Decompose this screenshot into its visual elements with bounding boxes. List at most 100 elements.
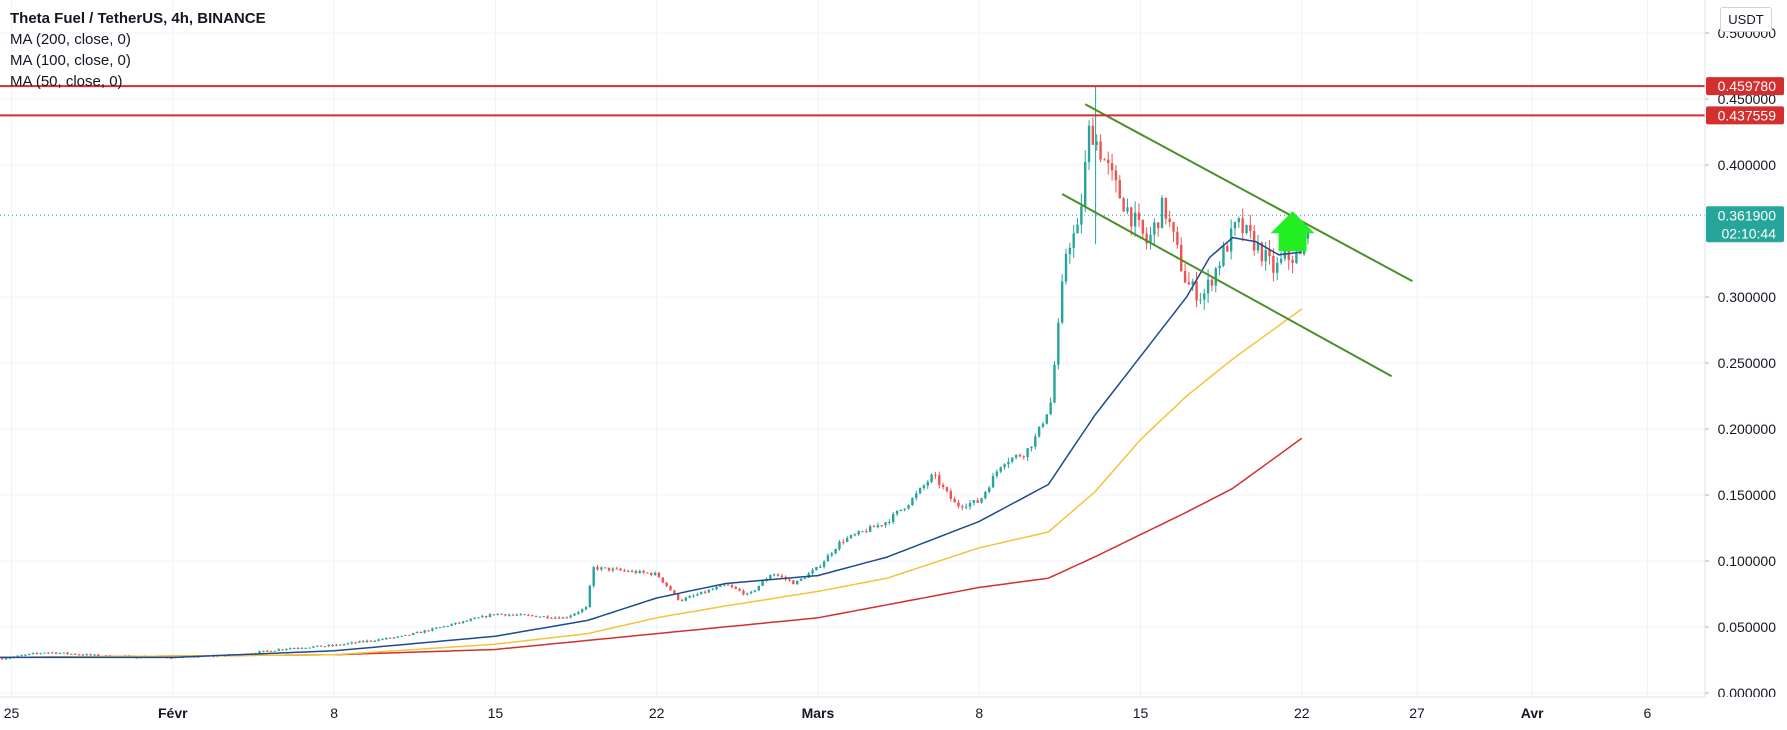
candle-body	[373, 640, 376, 642]
candle	[300, 646, 304, 650]
candle-body	[438, 627, 442, 629]
time-tick-label: Avr	[1521, 705, 1544, 721]
candle-body	[719, 585, 722, 587]
candle-body	[772, 574, 776, 576]
candle	[496, 613, 499, 616]
ma50-legend[interactable]: MA (50, close, 0)	[10, 73, 123, 90]
candle-body	[1295, 253, 1298, 263]
candle-body	[392, 637, 396, 639]
candle-body	[1306, 230, 1310, 239]
candle	[1130, 206, 1133, 236]
candle-body	[834, 549, 837, 554]
candle	[465, 619, 469, 622]
symbol-title[interactable]: Theta Fuel / TetherUS, 4h, BINANCE	[10, 10, 266, 27]
candle	[665, 582, 668, 588]
candle-body	[77, 654, 81, 656]
candle-body	[24, 654, 27, 656]
candle	[1011, 456, 1014, 464]
candle-body	[469, 619, 472, 621]
candle	[1233, 221, 1237, 237]
candle	[972, 499, 976, 506]
candle-body	[1279, 258, 1283, 263]
candle	[949, 488, 953, 502]
candle-body	[342, 644, 346, 646]
time-tick-label: 15	[488, 705, 504, 721]
candle-body	[170, 657, 173, 659]
candle-body	[623, 570, 626, 572]
candle-body	[1045, 414, 1049, 424]
candle	[1087, 120, 1091, 171]
candle	[607, 567, 611, 572]
candle-body	[941, 484, 945, 488]
candle-body	[1060, 281, 1064, 323]
candle	[1276, 256, 1279, 281]
candle-body	[1107, 159, 1110, 164]
candle-body	[627, 570, 630, 572]
candle	[734, 585, 737, 590]
candle	[676, 593, 680, 601]
candle	[296, 647, 300, 650]
candle-body	[1176, 231, 1179, 245]
candle	[1072, 225, 1075, 258]
candle-body	[500, 613, 503, 615]
candle-body	[650, 573, 653, 576]
candle	[880, 524, 883, 528]
candle-body	[930, 474, 933, 482]
candle-body	[580, 609, 584, 613]
ma200-legend[interactable]: MA (200, close, 0)	[10, 31, 131, 48]
candle	[1256, 234, 1260, 254]
currency-button[interactable]: USDT	[1720, 7, 1772, 32]
candle	[1045, 414, 1049, 425]
time-tick-label: 6	[1644, 705, 1652, 721]
candle-body	[550, 617, 553, 619]
candle	[1022, 455, 1025, 460]
candle	[435, 626, 438, 630]
candle-body	[362, 641, 365, 643]
candle-body	[788, 579, 791, 581]
candle	[638, 569, 641, 574]
candle-body	[461, 621, 465, 623]
candle	[1180, 237, 1183, 273]
candle	[1080, 193, 1083, 234]
candle	[385, 637, 388, 640]
candle	[857, 530, 860, 536]
candle-body	[953, 498, 956, 503]
candle-body	[723, 584, 726, 586]
candle-body	[565, 617, 568, 619]
candle	[507, 613, 511, 617]
candle	[1060, 273, 1064, 325]
candle	[312, 645, 315, 649]
candle	[1203, 288, 1206, 310]
candle	[611, 567, 615, 573]
candle-body	[396, 636, 400, 638]
candle	[1110, 153, 1114, 181]
candle	[868, 524, 872, 533]
candle-body	[903, 508, 906, 510]
ma100-legend[interactable]: MA (100, close, 0)	[10, 52, 131, 69]
candle-body	[796, 580, 799, 585]
candle	[815, 566, 818, 571]
candle	[1099, 134, 1102, 163]
candle	[262, 650, 265, 653]
candle-body	[1057, 322, 1060, 365]
candle	[872, 524, 876, 528]
candle-body	[335, 644, 338, 646]
candle-body	[323, 646, 327, 648]
candle	[538, 616, 542, 618]
candle-body	[1249, 224, 1252, 232]
candle-body	[358, 641, 361, 643]
candle-body	[1137, 212, 1141, 221]
candle	[627, 569, 630, 573]
candle-body	[838, 541, 841, 550]
candle	[918, 487, 922, 495]
candle	[277, 648, 280, 652]
candle	[339, 644, 342, 646]
candle	[431, 627, 434, 632]
candle-body	[31, 653, 35, 655]
candle	[354, 641, 357, 644]
candle	[730, 583, 734, 589]
candle	[888, 519, 891, 525]
candle-body	[665, 582, 668, 587]
candle	[557, 616, 561, 619]
